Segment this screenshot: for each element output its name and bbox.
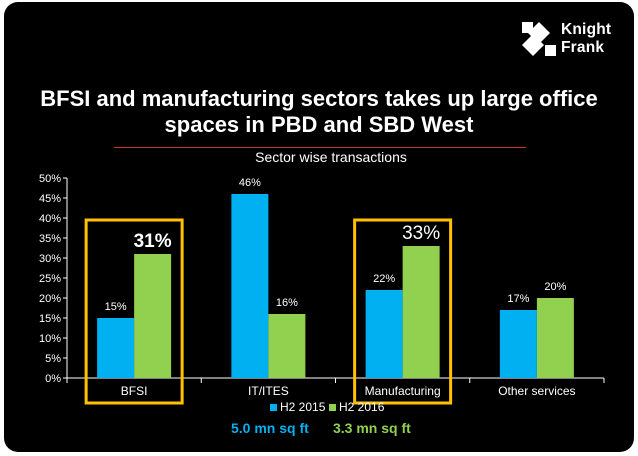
brand-wordmark: Knight Frank	[561, 21, 611, 57]
y-tick-label: 25%	[39, 273, 61, 285]
data-label-manufacturing-h2-2016: 33%	[402, 223, 440, 244]
x-category-label: Other services	[498, 384, 575, 398]
legend-swatch-h2-2016	[329, 404, 336, 411]
data-label-other-services-h2-2015: 17%	[507, 293, 529, 305]
legend-swatch-h2-2015	[270, 404, 277, 411]
area-total-h2-2015: 5.0 mn sq ft	[231, 420, 309, 436]
highlight-box-manufacturing	[353, 218, 453, 405]
brand-logo: Knight Frank	[522, 21, 622, 64]
y-tick-label: 15%	[39, 313, 61, 325]
highlight-box-bfsi	[84, 218, 184, 405]
y-tick-label: 40%	[39, 213, 61, 225]
bar-manufacturing-h2-2015	[365, 290, 403, 378]
chart-bars	[97, 194, 574, 378]
data-label-bfsi-h2-2016: 31%	[134, 231, 172, 252]
data-label-it-ites-h2-2015: 46%	[239, 177, 261, 189]
y-tick-label: 20%	[39, 293, 61, 305]
y-tick-label: 45%	[39, 193, 61, 205]
slide-title: BFSI and manufacturing sectors takes up …	[40, 86, 598, 137]
legend-label-h2-2015: H2 2015	[280, 400, 326, 414]
sector-bar-chart: Sector wise transactions 0% 5% 10% 15% 20% 25…	[39, 149, 605, 436]
brand-line-2: Frank	[561, 39, 605, 56]
bar-bfsi-h2-2016	[134, 254, 172, 378]
bar-manufacturing-h2-2016	[402, 246, 440, 378]
chart-axes: 0% 5% 10% 15% 20% 25% 30% 35% 40% 45% 50% BFSI IT/IT…	[39, 173, 605, 398]
y-tick-label: 0%	[45, 373, 61, 385]
x-category-label: Manufacturing	[365, 384, 441, 398]
chart-title: Sector wise transactions	[255, 149, 407, 165]
bar-it-ites-h2-2016	[268, 314, 306, 378]
data-label-other-services-h2-2016: 20%	[544, 281, 566, 293]
brand-line-1: Knight	[561, 21, 612, 38]
y-tick-label: 5%	[45, 353, 61, 365]
slide: Knight Frank BFSI and manufacturing sect…	[4, 2, 634, 452]
x-category-label: BFSI	[121, 384, 148, 398]
data-label-it-ites-h2-2016: 16%	[276, 297, 298, 309]
area-totals: 5.0 mn sq ft 3.3 mn sq ft	[231, 420, 411, 436]
chart-highlight-boxes	[84, 218, 453, 405]
bar-bfsi-h2-2015	[97, 318, 135, 378]
bar-other-services-h2-2015	[499, 310, 537, 378]
knight-frank-mark-icon	[522, 22, 556, 56]
y-tick-label: 50%	[39, 173, 61, 185]
area-total-h2-2016: 3.3 mn sq ft	[333, 420, 411, 436]
legend-label-h2-2016: H2 2016	[339, 400, 385, 414]
y-tick-label: 10%	[39, 333, 61, 345]
y-tick-label: 35%	[39, 233, 61, 245]
y-tick-label: 30%	[39, 253, 61, 265]
chart-legend: H2 2015 H2 2016	[270, 400, 385, 414]
title-divider	[114, 147, 526, 148]
data-label-bfsi-h2-2015: 15%	[105, 301, 127, 313]
bar-other-services-h2-2016	[536, 298, 574, 378]
data-label-manufacturing-h2-2015: 22%	[373, 273, 395, 285]
bar-it-ites-h2-2015	[231, 194, 269, 378]
x-category-label: IT/ITES	[248, 384, 289, 398]
chart-data-labels: 15% 31% 46% 16% 22% 33% 17% 20%	[105, 177, 567, 313]
